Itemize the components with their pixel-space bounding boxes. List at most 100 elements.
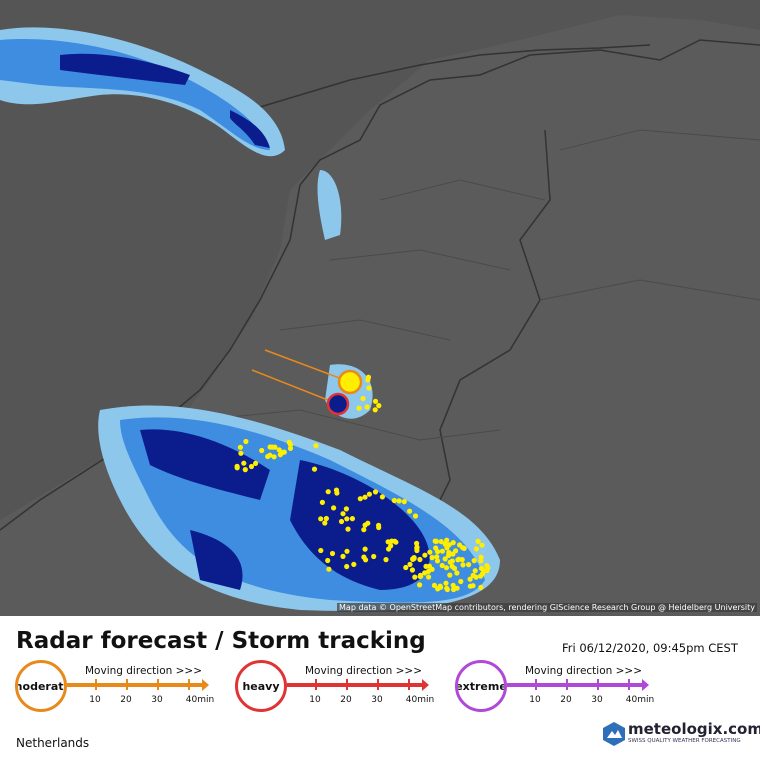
lightning-strike [372, 407, 378, 413]
lightning-strike [412, 574, 418, 580]
legend-tick-label: 30 [151, 695, 163, 705]
lightning-strike [326, 566, 332, 572]
legend-direction: Moving direction >>> [85, 665, 203, 677]
lightning-strike [414, 544, 420, 550]
lightning-strike [453, 548, 459, 554]
lightning-strike [340, 511, 346, 517]
legend-bar [287, 679, 429, 691]
legend-tick [628, 679, 630, 690]
legend-tick-label: 20 [120, 695, 132, 705]
lightning-strike [242, 467, 248, 473]
map-attribution: Map data © OpenStreetMap contributors, r… [337, 603, 757, 612]
lightning-strike [466, 562, 472, 568]
lightning-strike [356, 405, 362, 411]
lightning-strike [383, 557, 389, 563]
lightning-strike [417, 556, 423, 563]
lightning-strike [361, 527, 367, 533]
lightning-strike [238, 450, 244, 456]
lightning-strike [427, 549, 433, 555]
lightning-strike [467, 576, 473, 582]
lightning-strike [363, 557, 369, 563]
lightning-strike [429, 555, 435, 561]
lightning-strike [458, 578, 464, 585]
lightning-strike [475, 538, 481, 545]
lightning-strike [407, 508, 413, 514]
legend-tick [535, 679, 537, 690]
logo: meteologix.com SWISS QUALITY WEATHER FOR… [603, 720, 760, 750]
lightning-strike [412, 513, 419, 519]
lightning-strike [484, 567, 490, 574]
lightning-strike [344, 516, 350, 522]
legend-tick [126, 679, 128, 690]
lightning-strike [345, 526, 351, 532]
lightning-strike [389, 538, 395, 544]
lightning-strike [234, 465, 240, 471]
legend-tick-label: 10 [529, 695, 541, 705]
lightning-strike [340, 553, 346, 560]
lightning-strike [366, 385, 372, 391]
lightning-strike [438, 539, 444, 545]
lightning-strike [318, 516, 324, 522]
lightning-strike [417, 582, 423, 588]
lightning-strike [333, 487, 340, 493]
lightning-strike [344, 548, 350, 554]
lightning-strike [473, 574, 479, 580]
legend-tick [95, 679, 97, 690]
lightning-strike [450, 540, 456, 546]
lightning-strike [446, 542, 452, 548]
legend-tick [315, 679, 317, 690]
lightning-strike [484, 563, 490, 569]
lightning-strike [325, 489, 331, 495]
legend-tick-label: 40min [185, 695, 215, 705]
lightning-strike [331, 505, 337, 511]
lightning-strike [360, 395, 366, 402]
lightning-strike [403, 564, 409, 571]
lightning-strike [372, 398, 379, 404]
lightning-strike [409, 567, 415, 573]
lightning-strike [433, 538, 439, 545]
legend-tick [597, 679, 599, 690]
lightning-strike [461, 545, 467, 552]
lightning-strike [454, 570, 460, 576]
lightning-strike [379, 494, 385, 500]
legend-bar [507, 679, 649, 691]
lightning-strike [391, 497, 397, 504]
lightning-strike [401, 499, 407, 505]
lightning-strike [456, 556, 462, 562]
lightning-strike [450, 582, 456, 588]
legend-tick-label: 10 [309, 695, 321, 705]
lightning-strike [472, 568, 478, 574]
lightning-strike [434, 554, 440, 560]
lightning-strike [253, 460, 259, 466]
legend-tick-label: 40min [625, 695, 655, 705]
radar-map [0, 0, 760, 616]
lightning-strike [431, 582, 437, 589]
logo-icon [603, 722, 625, 746]
lightning-strike [271, 454, 277, 460]
legend-circle: heavy [235, 660, 287, 712]
lightning [234, 372, 491, 593]
legend-direction: Moving direction >>> [305, 665, 423, 677]
legend-tick-label: 40min [405, 695, 435, 705]
lightning-strike [426, 563, 432, 569]
lightning-strike [433, 545, 439, 551]
lightning-strike [417, 572, 424, 579]
lightning-strike [449, 563, 455, 570]
legend-tick-label: 30 [371, 695, 383, 705]
lightning-strike [478, 584, 484, 591]
lightning-strike [396, 498, 402, 504]
legend-item: moderate Moving direction >>> 10 20 30 40min [15, 658, 215, 714]
lightning-strike [287, 445, 294, 451]
lightning-strike [446, 552, 452, 559]
datetime: Fri 06/12/2020, 09:45pm CEST [562, 641, 738, 655]
storm-track [251, 349, 363, 416]
lightning-strike [388, 543, 394, 549]
legend-circle: extreme [455, 660, 507, 712]
legend-tick [377, 679, 379, 690]
legend-circle: moderate [15, 660, 67, 712]
lightning-strike [444, 586, 450, 593]
lightning-strike [319, 499, 325, 505]
lightning-strike [439, 562, 445, 569]
lightning-strike [457, 542, 463, 548]
